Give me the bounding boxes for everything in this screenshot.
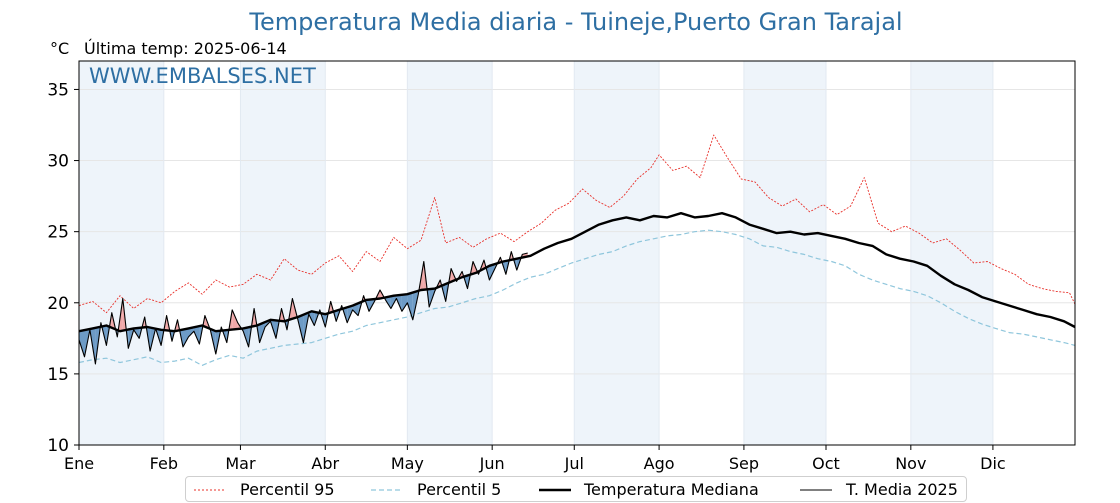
last-temp-label: Última temp: 2025-06-14: [84, 39, 287, 58]
month-band: [79, 61, 164, 445]
month-band: [407, 61, 492, 445]
month-band: [911, 61, 993, 445]
y-tick-label: 20: [47, 294, 69, 314]
x-tick-label: Ago: [644, 454, 675, 473]
y-tick-label: 30: [47, 152, 69, 172]
legend: Percentil 95 Percentil 5 Temperatura Med…: [185, 476, 967, 502]
x-tick-label: Nov: [895, 454, 926, 473]
legend-label-p5: Percentil 5: [417, 480, 501, 499]
month-band: [574, 61, 659, 445]
x-tick-label: Jun: [479, 454, 505, 473]
y-tick-label: 10: [47, 436, 69, 456]
y-unit-label: °C: [50, 39, 69, 58]
y-tick-label: 25: [47, 223, 69, 243]
y-tick-label: 15: [47, 365, 69, 385]
legend-label-p95: Percentil 95: [240, 480, 335, 499]
x-tick-label: Abr: [311, 454, 339, 473]
x-tick-label: Sep: [729, 454, 759, 473]
x-tick-label: Dic: [980, 454, 1006, 473]
legend-label-current: T. Media 2025: [846, 480, 958, 499]
chart-title: Temperatura Media diaria - Tuineje,Puert…: [0, 8, 1120, 36]
watermark: WWW.EMBALSES.NET: [89, 64, 316, 88]
x-tick-label: Oct: [812, 454, 840, 473]
x-tick-label: Ene: [64, 454, 94, 473]
month-band: [240, 61, 325, 445]
legend-label-median: Temperatura Mediana: [584, 480, 759, 499]
anomaly-fill: [402, 294, 408, 311]
month-band: [744, 61, 826, 445]
x-tick-label: Mar: [225, 454, 256, 473]
x-tick-label: Feb: [150, 454, 178, 473]
y-tick-label: 35: [47, 80, 69, 100]
x-tick-label: Jul: [564, 454, 584, 473]
x-tick-label: May: [391, 454, 424, 473]
